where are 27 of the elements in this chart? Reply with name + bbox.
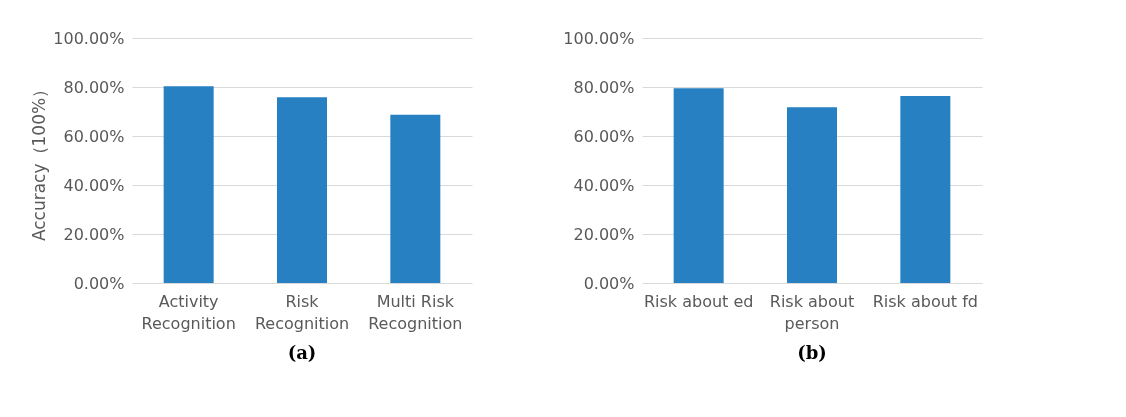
x-tick-label: Multi Risk Recognition: [368, 291, 463, 333]
y-tick-label: 40.00%: [573, 175, 635, 195]
x-tick-label: Risk about ed: [643, 291, 754, 311]
y-tick-label: 80.00%: [63, 77, 125, 97]
y-tick-label: 20.00%: [573, 224, 635, 244]
bar: [277, 97, 327, 283]
y-tick-label: 100.00%: [53, 28, 125, 48]
y-tick-label: 80.00%: [573, 77, 635, 97]
text: (b): [797, 342, 827, 363]
bar: [163, 86, 214, 283]
x-tick-label: Activity Recognition: [141, 291, 236, 333]
x-tick-label: Risk about fd: [872, 291, 978, 311]
y-tick-label: 20.00%: [63, 224, 125, 244]
bar: [900, 96, 951, 283]
y-tick-label: 0.00%: [73, 273, 125, 293]
y-tick-label: 0.00%: [583, 273, 635, 293]
text: (a): [287, 342, 317, 363]
y-axis-title: Accuracy（100%）: [29, 80, 50, 242]
x-tick-label: Risk about person: [769, 291, 855, 333]
y-tick-label: 40.00%: [63, 175, 125, 195]
y-tick-label: 60.00%: [63, 126, 125, 146]
y-tick-label: 60.00%: [573, 126, 635, 146]
bar: [673, 88, 724, 283]
y-tick-label: 100.00%: [563, 28, 635, 48]
x-tick-label: Risk Recognition: [254, 291, 350, 333]
bar: [787, 107, 837, 283]
bar: [390, 114, 441, 283]
